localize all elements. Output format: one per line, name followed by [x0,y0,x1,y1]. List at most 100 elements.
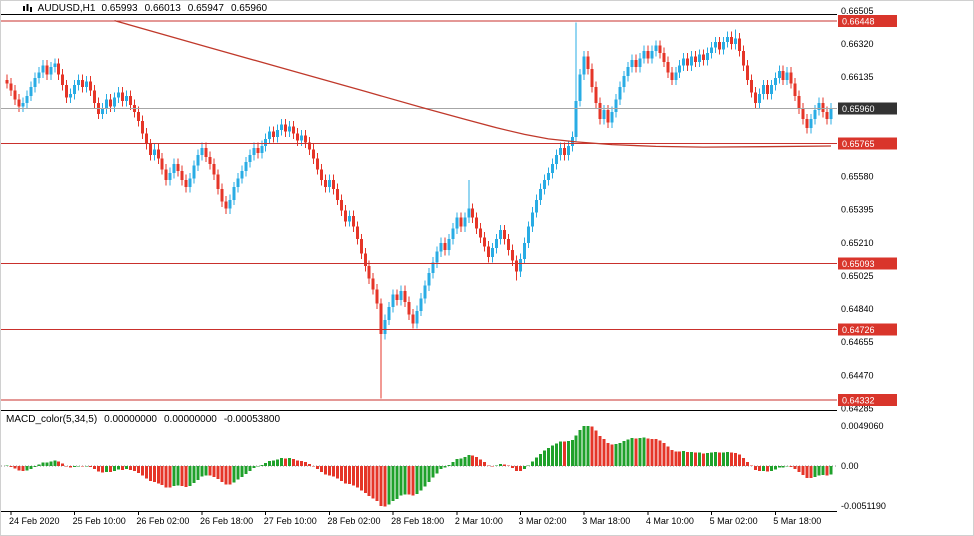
macd-bar [57,461,61,466]
candle-body [479,228,483,238]
macd-bar [785,466,789,467]
candle-body [57,63,61,75]
macd-axis-label: -0.0051190 [841,501,886,511]
macd-bar [371,466,375,499]
macd-bar [363,466,367,494]
macd-bar [53,460,57,466]
candle-body [443,242,447,250]
macd-bar [682,451,686,466]
macd-bar [192,466,196,484]
candle-body [737,38,741,52]
price-axis-label: 0.64655 [841,337,874,347]
macd-bar [813,466,817,478]
macd-bar [706,453,710,466]
candle-body [598,103,602,120]
candle-body [726,36,730,43]
candle-body [638,58,642,68]
macd-bar [331,466,335,477]
macd-bar [610,444,614,466]
macd-bar [280,458,284,466]
macd-bar [144,466,148,479]
macd-bar [327,466,331,476]
macd-bar [455,459,459,466]
candle-body [248,154,252,163]
time-axis-label: 5 Mar 18:00 [773,516,821,526]
macd-bar [49,461,53,466]
candle-body [455,217,459,229]
macd-bar [630,437,634,466]
candle-body [582,56,586,75]
candle-body [415,310,419,324]
macd-bar [343,466,347,484]
candle-body [359,239,363,254]
candle-body [451,228,455,240]
macd-bar [224,466,228,485]
macd-bar [248,466,252,471]
macd-bar [17,466,21,471]
macd-bar [618,442,622,466]
candle-body [315,158,319,170]
macd-bar [801,466,805,475]
macd-bar [292,458,296,466]
macd-bar [586,425,590,466]
time-axis-label: 26 Feb 18:00 [200,516,253,526]
macd-bar [168,466,172,488]
macd-bar [729,452,733,466]
macd-bar [499,464,503,466]
candle-body [722,42,726,50]
candle-body [566,146,570,155]
candle-body [264,138,268,147]
candle-body [240,171,244,179]
macd-bar [522,466,526,469]
macd-bar [379,466,383,507]
macd-bar [264,463,268,466]
candle-body [467,208,471,218]
time-axis-label: 26 Feb 02:00 [136,516,189,526]
time-axis-label: 24 Feb 2020 [9,516,60,526]
candle-body [578,74,582,102]
candle-body [626,67,630,77]
candle-body [399,291,403,301]
candle-body [511,249,515,261]
candle-body [630,60,634,68]
macd-bar [13,466,17,469]
candle-body [749,79,753,93]
macd-bar [296,460,300,466]
macd-bar [658,440,662,466]
level-price-badge-text: 0.65765 [842,139,875,149]
macd-bar [698,452,702,466]
macd-bar [495,465,499,466]
candle-body [554,154,558,164]
macd-bar [530,461,534,466]
macd-bar [228,466,232,485]
macd-bar [97,466,101,472]
macd-bar [37,464,41,466]
candle-body [188,178,192,188]
candle-body [327,180,331,188]
candle-body [471,208,475,218]
candle-body [136,111,140,121]
macd-axis-label: 0.0049060 [841,421,884,431]
macd-bar [244,466,248,474]
macd-bar [686,452,690,466]
macd-bar [694,452,698,466]
candle-body [773,77,777,86]
macd-bar [558,441,562,466]
macd-indicator-name: MACD_color(5,34,5) [6,413,98,425]
candle-body [706,52,710,61]
macd-bar [116,466,120,470]
candle-body [662,52,666,62]
macd-bar [73,466,77,468]
candle-body [216,174,220,190]
macd-bar [268,461,272,466]
candle-body [694,56,698,62]
candle-body [515,260,519,272]
level-price-badge-text: 0.64332 [842,396,875,406]
price-axis-label: 0.66505 [841,6,874,16]
macd-bar [240,466,244,477]
level-price-badge [838,394,897,407]
candle-body [85,81,89,87]
candle-body [93,90,97,104]
